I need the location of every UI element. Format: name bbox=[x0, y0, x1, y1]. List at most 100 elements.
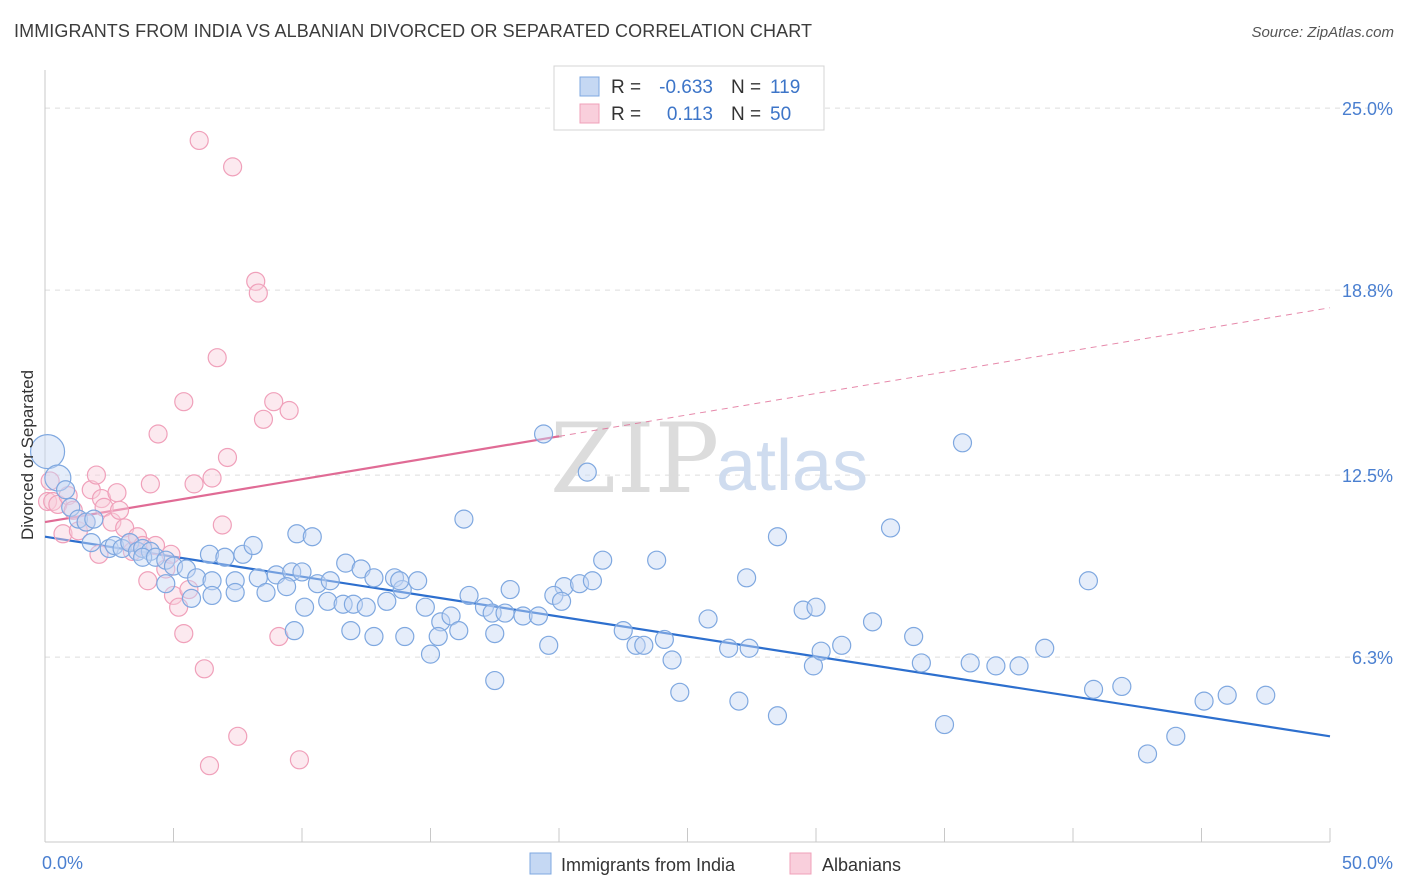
albanians-point-45 bbox=[264, 392, 284, 412]
watermark-zip: ZIP bbox=[550, 403, 719, 515]
albanians-point-11 bbox=[89, 544, 109, 564]
india-point-108 bbox=[1009, 656, 1029, 676]
india-point-41 bbox=[364, 568, 384, 588]
albanians-point-36 bbox=[202, 468, 222, 488]
india-point-66 bbox=[420, 644, 441, 664]
india-point-91 bbox=[737, 568, 757, 588]
india-point-88 bbox=[698, 609, 718, 629]
india-point-55 bbox=[415, 597, 435, 617]
india-point-79 bbox=[577, 462, 597, 482]
watermark-atlas: atlas bbox=[716, 426, 868, 506]
india-point-115 bbox=[1194, 691, 1214, 711]
india-point-89 bbox=[719, 638, 739, 658]
india-point-105 bbox=[952, 433, 973, 453]
watermark: ZIP atlas bbox=[550, 403, 868, 515]
india-point-32 bbox=[181, 588, 202, 608]
points-india bbox=[29, 424, 1276, 764]
india-point-33 bbox=[202, 585, 222, 606]
india-point-86 bbox=[670, 682, 690, 702]
albanians-point-15 bbox=[107, 483, 127, 503]
india-point-71 bbox=[513, 606, 533, 626]
india-point-87 bbox=[647, 550, 667, 570]
india-point-6 bbox=[84, 509, 104, 529]
bottom-legend-label-albanians: Albanians bbox=[822, 855, 901, 875]
trendline-albanians-extension bbox=[558, 307, 1331, 437]
india-point-114 bbox=[1166, 726, 1186, 746]
albanians-point-25 bbox=[148, 424, 168, 444]
india-point-119 bbox=[533, 424, 554, 444]
legend-r-value-india: -0.633 bbox=[659, 77, 713, 98]
india-point-1 bbox=[44, 464, 72, 492]
albanians-point-39 bbox=[217, 447, 238, 468]
india-point-82 bbox=[626, 635, 646, 655]
india-point-26 bbox=[243, 535, 263, 556]
india-point-98 bbox=[811, 641, 831, 661]
albanians-point-6 bbox=[63, 500, 83, 520]
india-point-36 bbox=[276, 577, 297, 597]
india-point-106 bbox=[960, 653, 980, 673]
albanians-point-49 bbox=[174, 392, 194, 412]
albanians-point-42 bbox=[246, 271, 266, 291]
india-point-83 bbox=[634, 635, 654, 655]
india-point-0 bbox=[29, 433, 66, 470]
india-point-118 bbox=[551, 591, 572, 611]
india-point-53 bbox=[390, 571, 410, 591]
india-point-31 bbox=[292, 562, 312, 582]
india-point-52 bbox=[408, 571, 428, 591]
india-point-56 bbox=[431, 612, 451, 632]
y-tick-label-2: 12.5% bbox=[1342, 466, 1393, 486]
india-point-59 bbox=[474, 597, 495, 617]
legend-r-label-india: R = bbox=[611, 77, 641, 98]
albanians-point-43 bbox=[248, 283, 268, 303]
legend-swatch-albanians bbox=[579, 103, 600, 124]
albanians-point-34 bbox=[194, 659, 214, 679]
india-point-50 bbox=[377, 591, 397, 611]
bottom-legend: Immigrants from India Albanians bbox=[529, 852, 901, 875]
india-point-85 bbox=[662, 650, 682, 670]
india-point-24 bbox=[215, 547, 235, 567]
india-point-30 bbox=[282, 562, 302, 582]
albanians-point-4 bbox=[53, 524, 73, 544]
x-tick-label-min: 0.0% bbox=[42, 853, 83, 873]
legend-r-value-albanians: 0.113 bbox=[667, 104, 713, 125]
albanians-point-37 bbox=[207, 348, 227, 368]
india-point-93 bbox=[767, 527, 788, 547]
india-point-90 bbox=[729, 691, 749, 711]
albanians-point-32 bbox=[184, 474, 204, 494]
bottom-legend-swatch-albanians bbox=[789, 852, 812, 875]
trendlines bbox=[44, 307, 1331, 738]
y-tick-label-3: 6.3% bbox=[1352, 648, 1393, 668]
legend-n-value-india: 119 bbox=[770, 77, 800, 98]
india-point-116 bbox=[1217, 685, 1237, 705]
india-point-14 bbox=[140, 541, 160, 561]
points-albanians bbox=[37, 130, 310, 776]
india-point-34 bbox=[225, 582, 245, 603]
india-point-45 bbox=[294, 597, 315, 617]
india-point-64 bbox=[341, 621, 361, 641]
albanians-point-35 bbox=[199, 756, 220, 776]
india-point-76 bbox=[544, 585, 564, 606]
india-point-7 bbox=[81, 532, 101, 553]
legend-n-label-albanians: N = bbox=[731, 104, 761, 125]
y-tick-label-1: 18.8% bbox=[1342, 281, 1393, 301]
trendline-india bbox=[44, 535, 1331, 738]
india-point-102 bbox=[904, 626, 924, 647]
india-point-2 bbox=[55, 480, 76, 500]
chart-source: Source: ZipAtlas.com bbox=[1251, 24, 1394, 41]
india-point-4 bbox=[68, 509, 89, 529]
albanians-point-22 bbox=[138, 571, 158, 591]
india-point-21 bbox=[187, 568, 207, 588]
albanians-point-38 bbox=[212, 515, 232, 535]
gridlines bbox=[45, 107, 1394, 658]
india-point-38 bbox=[320, 571, 340, 591]
india-point-78 bbox=[593, 550, 613, 570]
india-point-44 bbox=[302, 527, 322, 547]
india-point-58 bbox=[459, 585, 479, 606]
india-point-94 bbox=[767, 706, 788, 726]
india-point-63 bbox=[364, 626, 384, 647]
legend-n-value-albanians: 50 bbox=[770, 104, 791, 125]
india-point-49 bbox=[356, 597, 376, 617]
india-point-62 bbox=[395, 626, 415, 647]
albanians-point-33 bbox=[189, 130, 209, 151]
